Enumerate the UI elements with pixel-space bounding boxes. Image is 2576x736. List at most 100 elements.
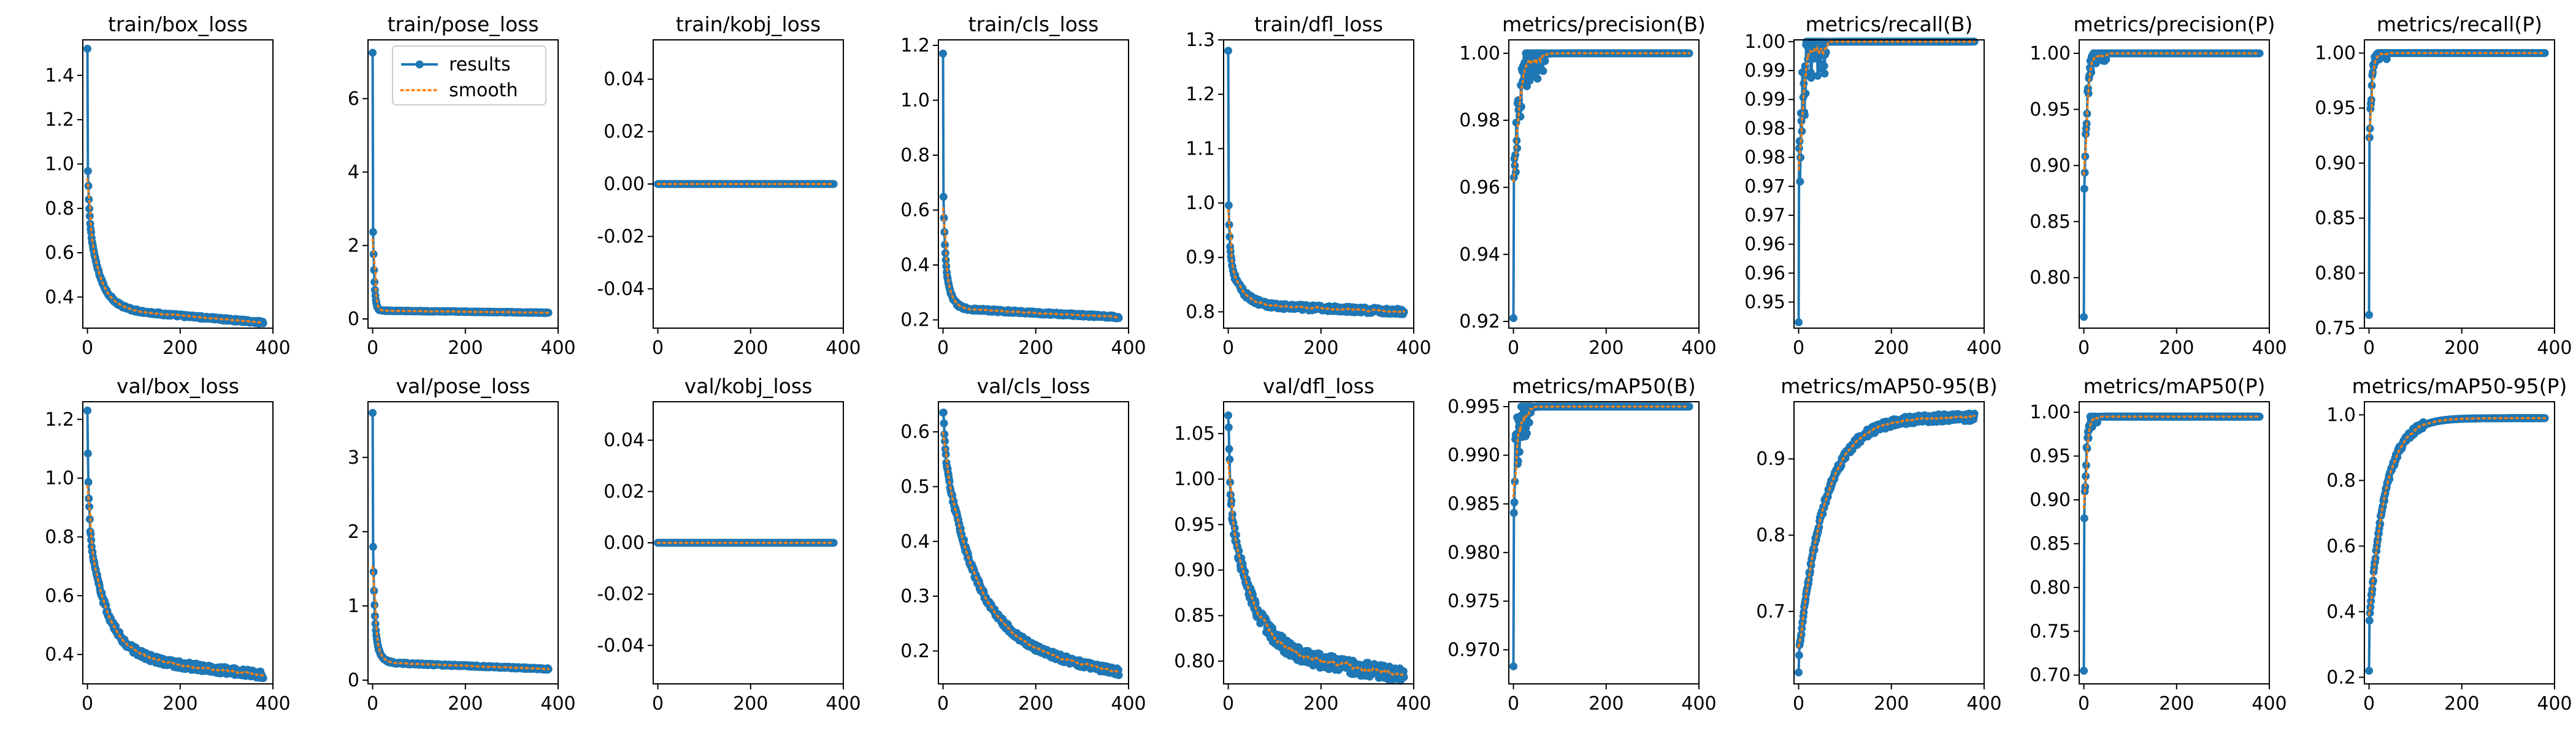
results-point [939, 49, 948, 58]
y-tick-label: 0.85 [2315, 208, 2356, 229]
results-point [369, 48, 377, 57]
y-tick-label: 0.96 [1744, 263, 1785, 284]
results-point [939, 193, 948, 201]
y-tick-label: 0.99 [1744, 60, 1785, 82]
x-tick-label: 200 [163, 337, 197, 359]
x-tick-label: 400 [1681, 337, 1716, 359]
y-tick-label: 0.75 [2315, 318, 2356, 339]
subplot-title: val/kobj_loss [684, 374, 813, 398]
y-tick-label: 0.4 [900, 255, 930, 276]
results-markers [1224, 47, 1408, 318]
results-point [369, 408, 377, 417]
y-tick-label: 1.2 [45, 409, 74, 431]
x-tick-label: 400 [255, 693, 290, 715]
subplot-grid: train/box_loss 0.4 0.6 0.8 1.0 1.2 1.4 0 200 400 t… [45, 12, 2572, 715]
results-point [83, 44, 92, 53]
subplot-title: train/box_loss [108, 12, 248, 36]
y-tick-label: 0.98 [1744, 147, 1785, 169]
results-point [942, 262, 951, 270]
results-line [86, 48, 265, 325]
y-tick-label: 0.6 [45, 242, 74, 264]
results-point [1814, 72, 1822, 80]
results-point [1795, 318, 1803, 327]
x-tick-label: 200 [163, 693, 197, 715]
x-tick-label: 0 [1222, 337, 1234, 359]
results-point [1114, 314, 1123, 323]
axes-frame [367, 401, 559, 684]
results-markers [369, 48, 553, 317]
subplot-title: metrics/recall(P) [2377, 12, 2542, 36]
y-tick-label: 0.99 [1744, 89, 1785, 110]
y-tick-label: 0.85 [2030, 211, 2071, 232]
axes-frame [1508, 39, 1700, 329]
results-point [940, 430, 949, 439]
results-point [370, 600, 379, 609]
y-tick-label: 1.0 [45, 153, 74, 175]
x-tick-label: 0 [82, 337, 93, 359]
x-tick-label: 0 [82, 693, 93, 715]
results-point [1795, 137, 1804, 145]
x-tick-label: 0 [2363, 337, 2375, 359]
results-markers [1509, 49, 1693, 323]
results-point [83, 406, 92, 415]
subplot-train_kobj_loss: train/kobj_loss-0.04-0.020.000.020.040 20… [597, 12, 861, 359]
y-tick-label: 1 [348, 596, 359, 617]
results-point [1539, 67, 1547, 75]
x-tick-label: 200 [1018, 693, 1053, 715]
subplot-title: val/pose_loss [396, 374, 531, 398]
axes-frame [653, 39, 844, 329]
smooth-line [1227, 209, 1405, 313]
axes-frame [2079, 39, 2270, 329]
x-tick-label: 200 [1303, 337, 1338, 359]
x-tick-label: 0 [652, 337, 664, 359]
y-tick-label: 1.00 [2315, 43, 2356, 64]
y-tick-label: 1.0 [900, 90, 930, 111]
y-tick-label: 0.95 [2030, 99, 2071, 120]
y-tick-label: 0.96 [1744, 234, 1785, 255]
y-tick-label: 0.94 [1459, 244, 1500, 266]
axes-frame [938, 39, 1129, 329]
y-tick-label: 1.4 [45, 65, 74, 86]
results-point [1509, 314, 1518, 323]
y-tick-label: 0.90 [2315, 153, 2356, 174]
results-point [1533, 74, 1542, 83]
axes-frame [1793, 39, 1985, 329]
y-tick-label: 0.4 [45, 644, 74, 665]
y-tick-label: 0.6 [900, 421, 930, 443]
x-tick-label: 0 [1793, 337, 1804, 359]
x-tick-label: 400 [540, 693, 575, 715]
y-tick-label: 0.02 [604, 121, 645, 143]
results-line [86, 410, 264, 680]
subplot-title: train/pose_loss [388, 12, 539, 36]
y-tick-label: 0.02 [604, 481, 645, 502]
x-tick-label: 200 [2444, 337, 2479, 359]
results-point [1224, 201, 1233, 210]
x-tick-label: 0 [937, 337, 949, 359]
y-tick-label: 0.80 [2030, 267, 2071, 289]
results-line [1227, 50, 1405, 316]
y-tick-label: 1.0 [45, 468, 74, 489]
y-tick-label: 0.95 [2315, 98, 2356, 119]
y-tick-label: 0.00 [604, 532, 645, 554]
results-point [940, 419, 948, 427]
results-line [942, 411, 1121, 676]
results-point [939, 408, 948, 417]
y-tick-label: 1.0 [1186, 193, 1215, 214]
subplot-title: metrics/precision(P) [2073, 12, 2275, 36]
y-tick-label: 0.98 [1459, 110, 1500, 131]
y-tick-label: 6 [348, 88, 359, 110]
results-line [1797, 40, 1976, 323]
results-point [369, 228, 377, 236]
legend-results-marker [415, 60, 424, 69]
results-markers [1795, 37, 1979, 327]
y-tick-label: 0.8 [45, 526, 74, 548]
x-tick-label: 400 [2537, 337, 2572, 359]
y-tick-label: 1.00 [1459, 43, 1500, 64]
y-tick-label: 0.97 [1744, 176, 1785, 197]
x-tick-label: 400 [1396, 337, 1431, 359]
y-tick-label: -0.02 [597, 226, 645, 247]
